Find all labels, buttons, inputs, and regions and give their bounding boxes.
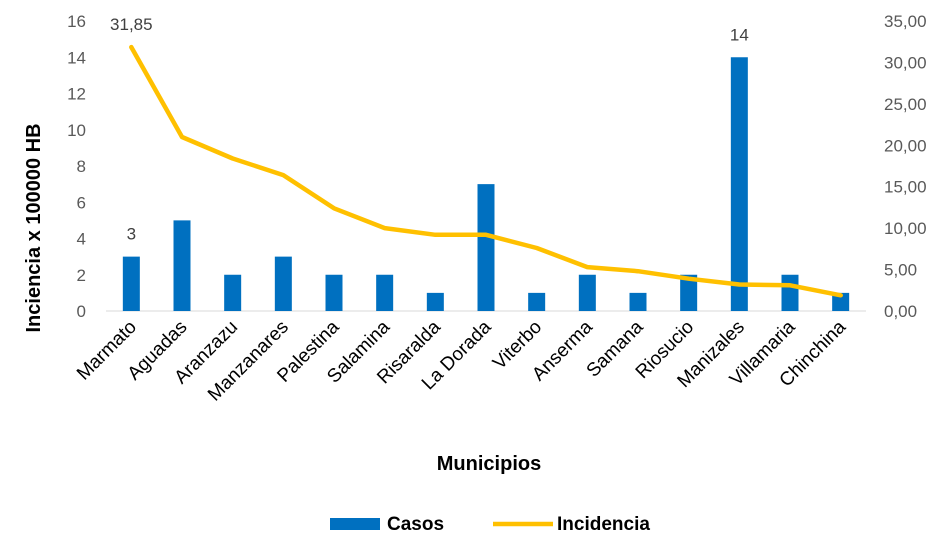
left-axis-tick-label: 8 [77, 157, 86, 176]
bar-casos [579, 275, 596, 311]
bar-casos [123, 257, 140, 311]
left-axis-tick-label: 2 [77, 266, 86, 285]
data-label: 14 [730, 25, 749, 44]
legend-label-incidencia: Incidencia [557, 514, 650, 535]
data-label: 3 [127, 225, 136, 244]
legend-swatch-casos [330, 518, 380, 530]
y-axis-title: Inciencia x 100000 HB [23, 123, 45, 332]
right-axis-tick-label: 30,00 [884, 53, 927, 72]
bar-casos [376, 275, 393, 311]
bar-casos [782, 275, 799, 311]
bar-casos [731, 57, 748, 311]
right-axis-tick-label: 15,00 [884, 178, 927, 197]
left-axis-tick-label: 14 [67, 48, 86, 67]
bar-casos [478, 184, 495, 311]
bar-casos [630, 293, 647, 311]
right-axis-tick-label: 35,00 [884, 12, 927, 31]
right-axis-tick-label: 0,00 [884, 302, 917, 321]
right-axis-tick-label: 20,00 [884, 136, 927, 155]
right-axis-tick-label: 5,00 [884, 261, 917, 280]
left-axis-tick-label: 10 [67, 121, 86, 140]
left-axis-tick-label: 0 [77, 302, 86, 321]
x-axis-title: Municipios [437, 453, 541, 475]
bar-casos [275, 257, 292, 311]
bar-casos [174, 220, 191, 311]
bar-casos [528, 293, 545, 311]
left-axis-tick-label: 4 [77, 230, 86, 249]
left-axis-tick-label: 16 [67, 12, 86, 31]
left-axis-tick-label: 12 [67, 85, 86, 104]
bar-casos [427, 293, 444, 311]
left-axis-tick-label: 6 [77, 193, 86, 212]
legend-label-casos: Casos [387, 514, 444, 535]
right-axis-tick-label: 25,00 [884, 95, 927, 114]
right-axis-tick-label: 10,00 [884, 219, 927, 238]
bar-casos [326, 275, 343, 311]
bar-casos [224, 275, 241, 311]
data-label: 31,85 [110, 15, 153, 34]
